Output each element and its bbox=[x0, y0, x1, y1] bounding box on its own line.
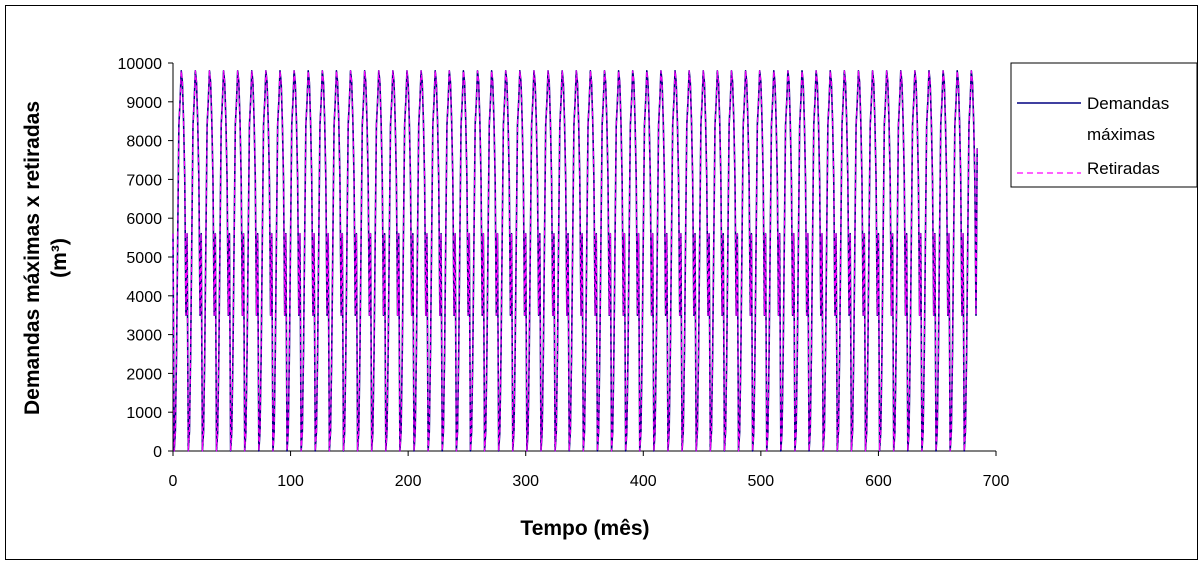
y-tick-label: 4000 bbox=[126, 289, 162, 306]
y-tick-label: 0 bbox=[153, 444, 162, 461]
y-tick-label: 10000 bbox=[118, 56, 163, 73]
x-axis-title: Tempo (mês) bbox=[520, 517, 649, 540]
y-axis-title-line1: Demandas máximas x retiradas bbox=[21, 101, 44, 415]
x-tick-label: 600 bbox=[865, 473, 892, 490]
y-axis-title: Demandas máximas x retiradas (m³) bbox=[21, 101, 71, 415]
legend-box bbox=[1010, 62, 1198, 188]
x-tick-label: 400 bbox=[630, 473, 657, 490]
legend-label-demandas-1: Demandas bbox=[1087, 94, 1169, 113]
legend: Demandas máximas Retiradas bbox=[1010, 62, 1198, 188]
legend-label-retiradas: Retiradas bbox=[1087, 159, 1160, 178]
chart-frame bbox=[5, 5, 1198, 560]
x-tick-label: 100 bbox=[277, 473, 304, 490]
y-axis-title-line2: (m³) bbox=[48, 238, 71, 278]
x-tick-label: 700 bbox=[983, 473, 1010, 490]
x-tick-label: 0 bbox=[169, 473, 178, 490]
x-tick-label: 300 bbox=[512, 473, 539, 490]
y-tick-label: 1000 bbox=[126, 405, 162, 422]
x-tick-label: 500 bbox=[748, 473, 775, 490]
legend-label-demandas-2: máximas bbox=[1087, 125, 1155, 144]
y-tick-label: 6000 bbox=[126, 211, 162, 228]
y-tick-label: 7000 bbox=[126, 172, 162, 189]
series-layer bbox=[172, 69, 978, 452]
y-tick-label: 5000 bbox=[126, 250, 162, 267]
series-line-retiradas bbox=[172, 70, 978, 452]
tick-labels: 0100020003000400050006000700080009000100… bbox=[118, 56, 1010, 490]
x-tick-label: 200 bbox=[395, 473, 422, 490]
y-tick-label: 3000 bbox=[126, 328, 162, 345]
y-tick-label: 9000 bbox=[126, 95, 162, 112]
y-tick-label: 8000 bbox=[126, 134, 162, 151]
y-tick-label: 2000 bbox=[126, 366, 162, 383]
